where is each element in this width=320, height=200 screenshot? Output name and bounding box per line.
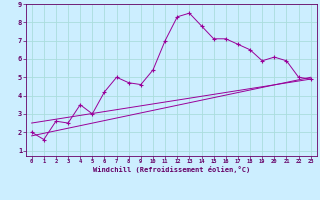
- X-axis label: Windchill (Refroidissement éolien,°C): Windchill (Refroidissement éolien,°C): [92, 166, 250, 173]
